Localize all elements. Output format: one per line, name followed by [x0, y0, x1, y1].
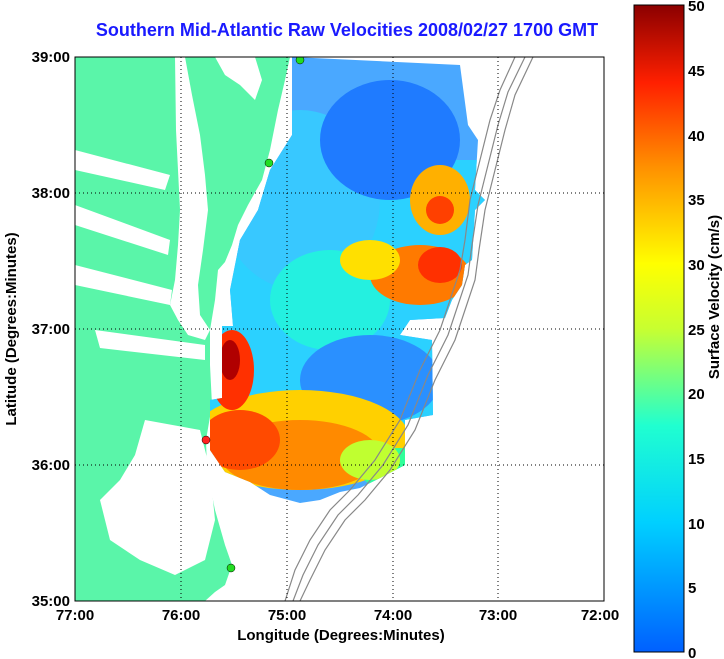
x-tick-label: 76:00: [162, 607, 200, 624]
map-title: Southern Mid-Atlantic Raw Velocities 200…: [95, 20, 599, 40]
colorbar: 50 45 40 35 30 25 20 15 10 5 0 Surface V…: [633, 0, 723, 659]
y-axis-label: Latitude (Degrees:Minutes): [3, 232, 20, 425]
map-grid: [75, 57, 604, 601]
pamlico-sound: [100, 420, 215, 575]
colorbar-tick: 35: [688, 192, 705, 209]
delaware-bay: [215, 57, 262, 100]
colorbar-tick: 5: [688, 580, 696, 597]
x-axis-label: Longitude (Degrees:Minutes): [237, 627, 445, 644]
y-tick-label: 37:00: [32, 321, 70, 338]
station-marker: [201, 435, 211, 445]
colorbar-tick: 45: [688, 63, 705, 80]
colorbar-tick: 15: [688, 451, 705, 468]
y-tick-label: 38:00: [32, 185, 70, 202]
station-marker: [295, 57, 305, 65]
y-tick-label: 35:00: [32, 593, 70, 610]
land-mass: [75, 57, 290, 601]
y-tick-label: 39:00: [32, 49, 70, 66]
y-tick-label: 36:00: [32, 457, 70, 474]
colorbar-tick: 30: [688, 257, 705, 274]
colorbar-tick: 0: [688, 645, 696, 659]
colorbar-tick: 20: [688, 386, 705, 403]
x-axis: 77:00 76:00 75:00 74:00 73:00 72:00 Long…: [56, 607, 619, 644]
x-tick-label: 77:00: [56, 607, 94, 624]
colorbar-gradient: [633, 4, 685, 653]
x-tick-label: 74:00: [374, 607, 412, 624]
station-marker: [264, 158, 274, 168]
bathymetry-contours: [284, 57, 534, 601]
colorbar-label: Surface Velocity (cm/s): [706, 215, 723, 379]
x-tick-label: 75:00: [268, 607, 306, 624]
station-markers: [201, 57, 305, 573]
colorbar-tick: 10: [688, 516, 705, 533]
x-tick-label: 72:00: [581, 607, 619, 624]
map-plot-area: [74, 56, 605, 602]
chesapeake-bay: [170, 57, 210, 340]
colorbar-tick: 50: [688, 0, 705, 15]
y-axis: 39:00 38:00 37:00 36:00 35:00 Latitude (…: [3, 49, 70, 610]
station-marker: [226, 563, 236, 573]
colorbar-tick: 25: [688, 322, 705, 339]
colorbar-tick: 40: [688, 128, 705, 145]
x-tick-label: 73:00: [479, 607, 517, 624]
